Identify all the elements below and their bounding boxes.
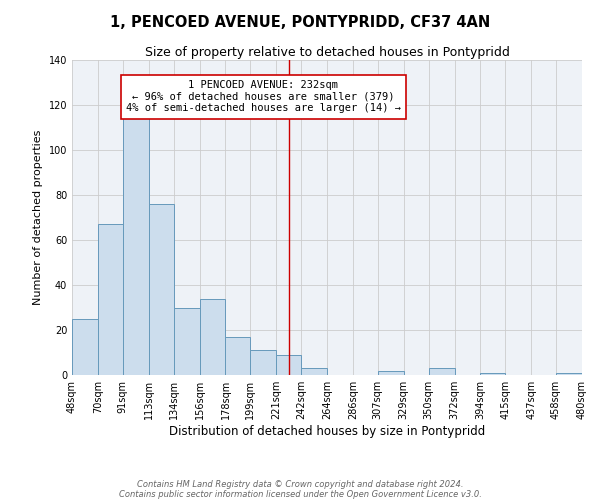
Bar bbox=[226, 337, 250, 375]
X-axis label: Distribution of detached houses by size in Pontypridd: Distribution of detached houses by size … bbox=[169, 425, 485, 438]
Bar bbox=[428, 368, 455, 375]
Bar bbox=[72, 319, 98, 375]
Bar bbox=[199, 298, 226, 375]
Title: Size of property relative to detached houses in Pontypridd: Size of property relative to detached ho… bbox=[145, 46, 509, 59]
Bar bbox=[250, 350, 276, 375]
Bar bbox=[173, 308, 200, 375]
Bar bbox=[556, 373, 582, 375]
Bar bbox=[149, 204, 173, 375]
Bar bbox=[301, 368, 327, 375]
Text: Contains HM Land Registry data © Crown copyright and database right 2024.
Contai: Contains HM Land Registry data © Crown c… bbox=[119, 480, 481, 499]
Y-axis label: Number of detached properties: Number of detached properties bbox=[33, 130, 43, 305]
Bar bbox=[481, 373, 505, 375]
Text: 1 PENCOED AVENUE: 232sqm
← 96% of detached houses are smaller (379)
4% of semi-d: 1 PENCOED AVENUE: 232sqm ← 96% of detach… bbox=[126, 80, 401, 114]
Bar bbox=[98, 224, 123, 375]
Bar bbox=[123, 110, 149, 375]
Bar bbox=[276, 355, 301, 375]
Bar bbox=[378, 370, 404, 375]
Text: 1, PENCOED AVENUE, PONTYPRIDD, CF37 4AN: 1, PENCOED AVENUE, PONTYPRIDD, CF37 4AN bbox=[110, 15, 490, 30]
